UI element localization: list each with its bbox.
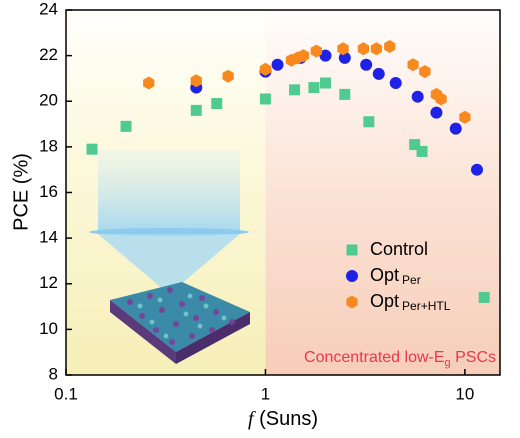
y-tick-label: 8 bbox=[49, 364, 58, 383]
point bbox=[143, 76, 155, 90]
point bbox=[190, 74, 202, 88]
annotation: Concentrated low-Eg PSCs bbox=[304, 349, 496, 369]
legend-label: Opt Per bbox=[370, 265, 421, 287]
annotation-tail: PSCs bbox=[451, 349, 496, 366]
point bbox=[259, 93, 271, 105]
point bbox=[190, 104, 202, 116]
y-tick-label: 18 bbox=[39, 136, 58, 155]
point bbox=[337, 42, 349, 56]
point bbox=[470, 163, 483, 176]
point bbox=[289, 84, 301, 96]
x-tick-label: 1 bbox=[261, 384, 270, 403]
point bbox=[449, 122, 462, 135]
legend-marker bbox=[346, 295, 358, 309]
point bbox=[360, 58, 373, 71]
point bbox=[308, 82, 320, 94]
point bbox=[411, 90, 424, 103]
annotation-sub: g bbox=[445, 357, 451, 369]
annotation-text: Concentrated low-E bbox=[304, 349, 445, 366]
point bbox=[430, 106, 443, 119]
y-tick-label: 12 bbox=[39, 273, 58, 292]
y-tick-label: 14 bbox=[39, 228, 58, 247]
legend-label: Control bbox=[370, 239, 428, 259]
illustration bbox=[89, 150, 250, 364]
point bbox=[310, 44, 322, 58]
point bbox=[319, 49, 332, 62]
y-tick-label: 22 bbox=[39, 45, 58, 64]
point bbox=[357, 42, 370, 56]
y-tick-label: 24 bbox=[39, 0, 58, 18]
point bbox=[419, 65, 431, 79]
point bbox=[297, 49, 309, 63]
legend-sub: Per bbox=[402, 273, 421, 287]
point bbox=[120, 120, 132, 132]
x-tick-label: 10 bbox=[455, 384, 474, 403]
x-axis-unit: (Suns) bbox=[259, 408, 318, 430]
y-tick-label: 16 bbox=[39, 182, 58, 201]
point bbox=[409, 139, 421, 151]
point bbox=[478, 291, 490, 303]
x-tick-label: 0.1 bbox=[54, 384, 78, 403]
point bbox=[416, 145, 428, 157]
legend-sub: Per+HTL bbox=[402, 299, 451, 313]
legend-name: Control bbox=[370, 239, 428, 259]
point bbox=[319, 77, 331, 89]
point bbox=[211, 98, 223, 110]
point bbox=[407, 58, 419, 72]
point bbox=[338, 51, 351, 64]
y-axis-title: PCE (%) bbox=[10, 153, 32, 231]
point bbox=[459, 110, 471, 124]
y-tick-label: 10 bbox=[39, 319, 58, 338]
point bbox=[259, 62, 272, 76]
point bbox=[389, 77, 402, 89]
point bbox=[370, 42, 382, 56]
point bbox=[372, 67, 385, 80]
point bbox=[271, 58, 284, 71]
legend-name: Opt bbox=[370, 265, 399, 285]
point bbox=[222, 69, 234, 83]
legend-marker bbox=[346, 244, 358, 256]
legend-label: Opt Per+HTL bbox=[370, 291, 451, 313]
point bbox=[363, 116, 375, 128]
x-axis-title: f (Suns) bbox=[248, 408, 318, 431]
point bbox=[435, 92, 447, 106]
point bbox=[384, 40, 396, 53]
point bbox=[86, 143, 98, 155]
background-right bbox=[265, 10, 500, 375]
point bbox=[339, 88, 351, 100]
y-tick-label: 20 bbox=[39, 91, 58, 110]
x-axis-var: f bbox=[248, 408, 256, 430]
legend-name: Opt bbox=[370, 291, 399, 311]
legend-marker bbox=[346, 270, 358, 282]
